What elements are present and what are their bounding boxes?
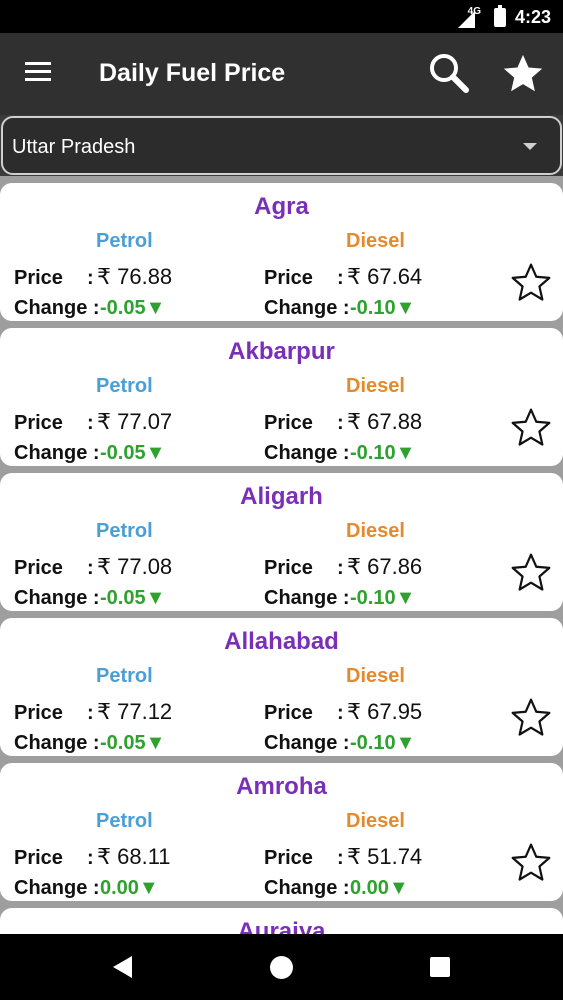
state-dropdown[interactable]: Uttar Pradesh xyxy=(1,116,562,175)
petrol-label: Petrol xyxy=(96,665,153,687)
diesel-change-label: Change : xyxy=(264,297,350,319)
city-card[interactable]: Agra Petrol Diesel Price: ₹ 76.88 Change : -0.… xyxy=(0,183,563,321)
search-icon[interactable] xyxy=(427,51,471,95)
page-title: Daily Fuel Price xyxy=(99,59,286,87)
diesel-price-separator: : xyxy=(337,557,344,579)
signal-icon xyxy=(458,11,475,28)
diesel-change-label: Change : xyxy=(264,877,350,899)
network-type: 4G xyxy=(467,6,481,17)
diesel-change-label: Change : xyxy=(264,442,350,464)
diesel-price-value: ₹ 67.64 xyxy=(347,264,423,289)
petrol-price-label: Price xyxy=(14,557,63,579)
favorite-star-icon[interactable] xyxy=(508,406,554,450)
diesel-price-separator: : xyxy=(337,267,344,289)
diesel-price-label: Price xyxy=(264,557,313,579)
petrol-label: Petrol xyxy=(96,375,153,397)
diesel-label: Diesel xyxy=(346,230,405,252)
diesel-label: Diesel xyxy=(346,375,405,397)
diesel-label: Diesel xyxy=(346,665,405,687)
city-name: Amroha xyxy=(236,773,327,800)
favorite-star-icon[interactable] xyxy=(508,551,554,595)
petrol-price-value: ₹ 77.07 xyxy=(97,409,173,434)
favorites-star-icon[interactable] xyxy=(500,51,546,97)
petrol-price-separator: : xyxy=(87,702,94,724)
diesel-change-value: 0.00▼ xyxy=(350,877,409,899)
diesel-change-value: -0.10▼ xyxy=(350,732,416,754)
petrol-price-separator: : xyxy=(87,847,94,869)
petrol-change-value: -0.05▼ xyxy=(100,587,166,609)
petrol-change-label: Change : xyxy=(14,877,100,899)
diesel-change-value: -0.10▼ xyxy=(350,587,416,609)
diesel-price-value: ₹ 67.86 xyxy=(347,554,423,579)
diesel-price-label: Price xyxy=(264,847,313,869)
city-card[interactable]: Allahabad Petrol Diesel Price: ₹ 77.12 Change… xyxy=(0,618,563,756)
diesel-price-value: ₹ 67.88 xyxy=(347,409,423,434)
petrol-change-value: -0.05▼ xyxy=(100,297,166,319)
petrol-price-separator: : xyxy=(87,557,94,579)
diesel-price-separator: : xyxy=(337,702,344,724)
petrol-price-label: Price xyxy=(14,847,63,869)
petrol-change-value: -0.05▼ xyxy=(100,732,166,754)
petrol-label: Petrol xyxy=(96,520,153,542)
city-name: Agra xyxy=(254,193,309,220)
home-icon[interactable] xyxy=(270,956,293,979)
petrol-price-label: Price xyxy=(14,412,63,434)
petrol-price-value: ₹ 68.11 xyxy=(97,844,171,869)
diesel-change-label: Change : xyxy=(264,732,350,754)
petrol-price-separator: : xyxy=(87,412,94,434)
favorite-star-icon[interactable] xyxy=(508,261,554,305)
city-name: Akbarpur xyxy=(228,338,335,365)
system-nav-bar xyxy=(0,934,563,1000)
diesel-price-value: ₹ 67.95 xyxy=(347,699,423,724)
petrol-change-value: -0.05▼ xyxy=(100,442,166,464)
petrol-price-value: ₹ 77.12 xyxy=(97,699,173,724)
favorite-star-icon[interactable] xyxy=(508,696,554,740)
petrol-label: Petrol xyxy=(96,810,153,832)
petrol-price-value: ₹ 76.88 xyxy=(97,264,173,289)
state-dropdown-value: Uttar Pradesh xyxy=(12,136,136,158)
diesel-label: Diesel xyxy=(346,520,405,542)
diesel-price-separator: : xyxy=(337,412,344,434)
menu-icon[interactable] xyxy=(25,62,51,82)
diesel-price-label: Price xyxy=(264,267,313,289)
city-name: Allahabad xyxy=(224,628,339,655)
petrol-price-value: ₹ 77.08 xyxy=(97,554,173,579)
city-name: Auraiya xyxy=(237,918,326,934)
city-name: Aligarh xyxy=(240,483,323,510)
back-icon[interactable] xyxy=(113,956,132,978)
city-card[interactable]: Akbarpur Petrol Diesel Price: ₹ 77.07 Change … xyxy=(0,328,563,466)
petrol-price-label: Price xyxy=(14,267,63,289)
petrol-change-label: Change : xyxy=(14,732,100,754)
diesel-price-separator: : xyxy=(337,847,344,869)
diesel-price-value: ₹ 51.74 xyxy=(347,844,423,869)
petrol-change-label: Change : xyxy=(14,587,100,609)
diesel-change-value: -0.10▼ xyxy=(350,297,416,319)
city-card[interactable]: Aligarh Petrol Diesel Price: ₹ 77.08 Change :… xyxy=(0,473,563,611)
petrol-price-separator: : xyxy=(87,267,94,289)
petrol-label: Petrol xyxy=(96,230,153,252)
app-bar: Daily Fuel Price xyxy=(0,33,563,115)
petrol-change-label: Change : xyxy=(14,442,100,464)
status-time: 4:23 xyxy=(514,7,551,27)
city-card[interactable]: Auraiya xyxy=(0,908,563,934)
city-card[interactable]: Amroha Petrol Diesel Price: ₹ 68.11 Change :0… xyxy=(0,763,563,901)
recents-icon[interactable] xyxy=(430,957,450,977)
dropdown-arrow-icon xyxy=(523,143,537,150)
favorite-star-icon[interactable] xyxy=(508,841,554,885)
diesel-price-label: Price xyxy=(264,702,313,724)
diesel-label: Diesel xyxy=(346,810,405,832)
diesel-price-label: Price xyxy=(264,412,313,434)
diesel-change-label: Change : xyxy=(264,587,350,609)
city-price-list[interactable]: Agra Petrol Diesel Price: ₹ 76.88 Change : -0.… xyxy=(0,176,563,934)
battery-icon xyxy=(494,5,506,27)
status-bar: 4G 4:23 xyxy=(0,0,563,33)
petrol-change-label: Change : xyxy=(14,297,100,319)
petrol-change-value: 0.00▼ xyxy=(100,877,159,899)
petrol-price-label: Price xyxy=(14,702,63,724)
diesel-change-value: -0.10▼ xyxy=(350,442,416,464)
